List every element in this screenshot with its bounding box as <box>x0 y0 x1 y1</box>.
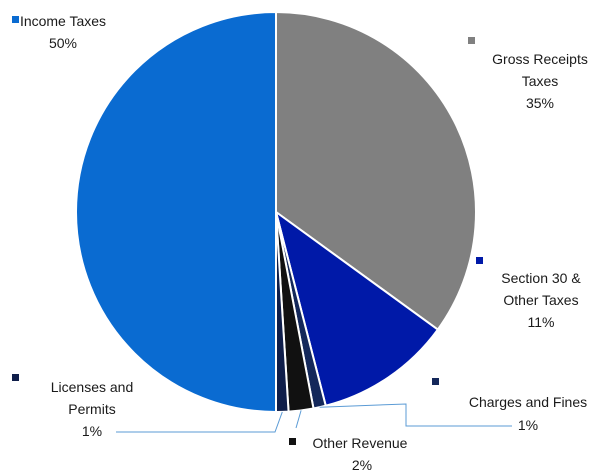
slice-percent-income-taxes: 50% <box>49 35 77 51</box>
slice-label-gross-receipts-taxes-line-2: Taxes <box>522 73 559 89</box>
slice-percent-gross-receipts-taxes: 35% <box>526 95 554 111</box>
slice-gross-receipts-taxes <box>275 11 477 331</box>
legend-marker-other-revenue <box>289 438 296 445</box>
legend-marker-charges-and-fines <box>432 378 439 385</box>
slice-percent-section-30-and-other-taxes: 11% <box>528 314 555 330</box>
slice-label-gross-receipts-taxes-line-1: Gross Receipts <box>492 51 588 67</box>
slice-label-licenses-and-permits-line-2: Permits <box>68 401 115 417</box>
legend-marker-section-30-and-other-taxes <box>476 257 483 264</box>
slice-label-charges-and-fines-line-1: Charges and Fines <box>469 394 587 410</box>
leader-line-licenses-and-permits <box>116 411 283 433</box>
leader-line-charges-and-fines <box>319 403 512 427</box>
slice-income-taxes <box>75 11 277 413</box>
legend-marker-income-taxes <box>12 16 19 23</box>
slice-percent-charges-and-fines: 1% <box>518 417 538 433</box>
slice-labels: Gross Receipts Taxes 35% Section 30 & Other … <box>12 13 588 473</box>
legend-marker-gross-receipts-taxes <box>468 37 475 44</box>
slice-label-other-revenue-line-1: Other Revenue <box>313 435 408 451</box>
slice-section-30-and-other-taxes <box>275 211 439 407</box>
slice-label-section-30-and-other-taxes-line-2: Other Taxes <box>503 292 578 308</box>
slice-percent-licenses-and-permits: 1% <box>82 423 102 439</box>
slice-percent-other-revenue: 2% <box>352 457 372 473</box>
pie-slices <box>75 11 477 414</box>
leader-line-other-revenue <box>295 410 302 429</box>
leader-lines <box>116 403 512 433</box>
legend-marker-licenses-and-permits <box>12 374 19 381</box>
slice-label-section-30-and-other-taxes-line-1: Section 30 & <box>501 270 581 286</box>
slice-label-income-taxes-line-1: Income Taxes <box>20 13 106 29</box>
slice-label-licenses-and-permits-line-1: Licenses and <box>51 379 134 395</box>
